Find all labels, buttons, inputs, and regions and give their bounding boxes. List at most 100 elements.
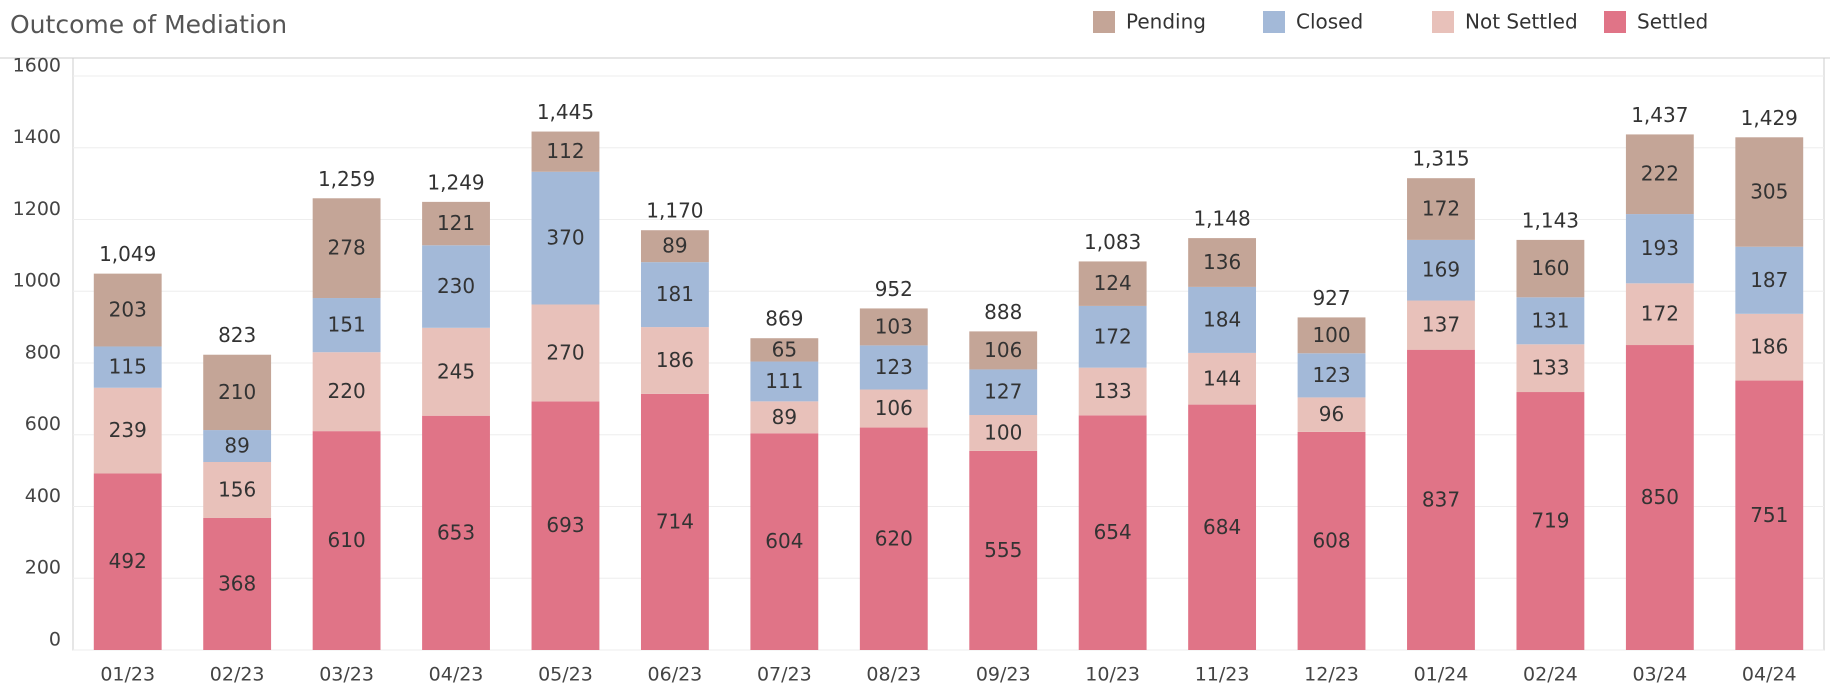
segment-label: 187 <box>1750 268 1788 292</box>
total-label: 1,049 <box>99 242 156 266</box>
bar-segment <box>750 401 819 434</box>
segment-label: 220 <box>328 379 366 403</box>
bar-segment <box>1078 415 1147 650</box>
segment-label: 370 <box>546 226 584 250</box>
y-tick-label: 800 <box>25 341 61 363</box>
bar-segment <box>93 273 162 347</box>
bar-segment <box>859 389 928 428</box>
bar-segment <box>1407 300 1475 350</box>
segment-label: 714 <box>656 509 694 533</box>
bar-segment <box>93 387 162 474</box>
legend-label: Settled <box>1637 10 1708 34</box>
segment-label: 100 <box>984 420 1022 444</box>
bar-segment <box>422 201 490 246</box>
segment-label: 230 <box>437 274 475 298</box>
bar-segment <box>1078 261 1147 306</box>
segment-label: 89 <box>224 434 249 458</box>
segment-label: 610 <box>328 528 366 552</box>
segment-label: 103 <box>875 314 913 338</box>
total-label: 1,249 <box>427 170 484 194</box>
segment-label: 133 <box>1531 356 1569 380</box>
bar-segment <box>203 430 272 462</box>
segment-label: 131 <box>1531 308 1569 332</box>
bar-segment <box>1297 431 1366 650</box>
bar-segment <box>93 473 162 650</box>
segment-label: 203 <box>109 298 147 322</box>
segment-label: 65 <box>772 337 797 361</box>
bar-segment <box>1407 349 1475 650</box>
total-label: 869 <box>765 307 803 331</box>
bar-segment <box>1625 214 1694 284</box>
bar-segment <box>750 338 819 362</box>
bar-segment <box>1188 286 1257 353</box>
segment-label: 89 <box>772 405 797 429</box>
bar-segment <box>531 401 600 650</box>
segment-label: 239 <box>109 418 147 442</box>
bar-segment <box>1407 239 1475 301</box>
segment-label: 169 <box>1422 258 1460 282</box>
segment-label: 89 <box>662 234 687 258</box>
bar-segment <box>1625 134 1694 215</box>
segment-label: 172 <box>1641 302 1679 326</box>
bar-segment <box>1516 297 1585 345</box>
bar-segment <box>312 298 381 353</box>
bar-segment <box>1735 313 1804 381</box>
segment-label: 278 <box>328 236 366 260</box>
bar-segment <box>859 308 928 346</box>
x-tick-label: 03/23 <box>319 664 374 686</box>
x-tick-label: 07/23 <box>757 664 812 686</box>
segment-label: 270 <box>546 340 584 364</box>
bar-segment <box>312 198 381 299</box>
segment-label: 719 <box>1531 509 1569 533</box>
bar-segment <box>422 245 490 328</box>
total-label: 823 <box>218 323 256 347</box>
bar-segment <box>531 304 600 402</box>
total-label: 1,259 <box>318 167 375 191</box>
x-tick-label: 04/23 <box>429 664 484 686</box>
y-tick-label: 400 <box>25 485 61 507</box>
segment-label: 653 <box>437 520 475 544</box>
total-label: 1,315 <box>1412 147 1469 171</box>
segment-label: 193 <box>1641 236 1679 260</box>
segment-label: 305 <box>1750 180 1788 204</box>
total-label: 1,170 <box>646 199 703 223</box>
y-tick-label: 600 <box>25 413 61 435</box>
segment-label: 115 <box>109 355 147 379</box>
segment-label: 133 <box>1094 379 1132 403</box>
bar-segment <box>1297 397 1366 432</box>
legend-label: Closed <box>1296 10 1363 34</box>
total-label: 1,143 <box>1522 208 1579 232</box>
bar-segment <box>422 415 490 650</box>
x-tick-label: 02/24 <box>1523 664 1578 686</box>
segment-label: 172 <box>1094 324 1132 348</box>
segment-label: 136 <box>1203 250 1241 274</box>
segment-label: 620 <box>875 526 913 550</box>
y-tick-label: 0 <box>49 629 61 651</box>
segment-label: 100 <box>1312 323 1350 347</box>
segment-label: 127 <box>984 380 1022 404</box>
x-tick-label: 04/24 <box>1742 664 1797 686</box>
segment-label: 604 <box>765 529 803 553</box>
bar-segment <box>203 354 272 431</box>
segment-label: 137 <box>1422 313 1460 337</box>
segment-label: 654 <box>1094 520 1132 544</box>
x-tick-label: 08/23 <box>866 664 921 686</box>
bar-segment <box>1297 353 1366 398</box>
bar-segment <box>859 427 928 650</box>
segment-label: 123 <box>1312 363 1350 387</box>
bar-segment <box>1625 345 1694 650</box>
segment-label: 156 <box>218 477 256 501</box>
y-tick-label: 1600 <box>13 54 61 76</box>
bar-segment <box>531 171 600 305</box>
segment-label: 184 <box>1203 307 1241 331</box>
total-label: 1,148 <box>1193 207 1250 231</box>
bar-segment <box>969 369 1038 415</box>
bar-segment <box>859 345 928 390</box>
total-label: 1,083 <box>1084 230 1141 254</box>
legend-label: Not Settled <box>1465 10 1578 34</box>
segment-label: 106 <box>875 396 913 420</box>
legend-swatch <box>1263 11 1285 33</box>
x-tick-label: 05/23 <box>538 664 593 686</box>
total-label: 927 <box>1312 286 1350 310</box>
